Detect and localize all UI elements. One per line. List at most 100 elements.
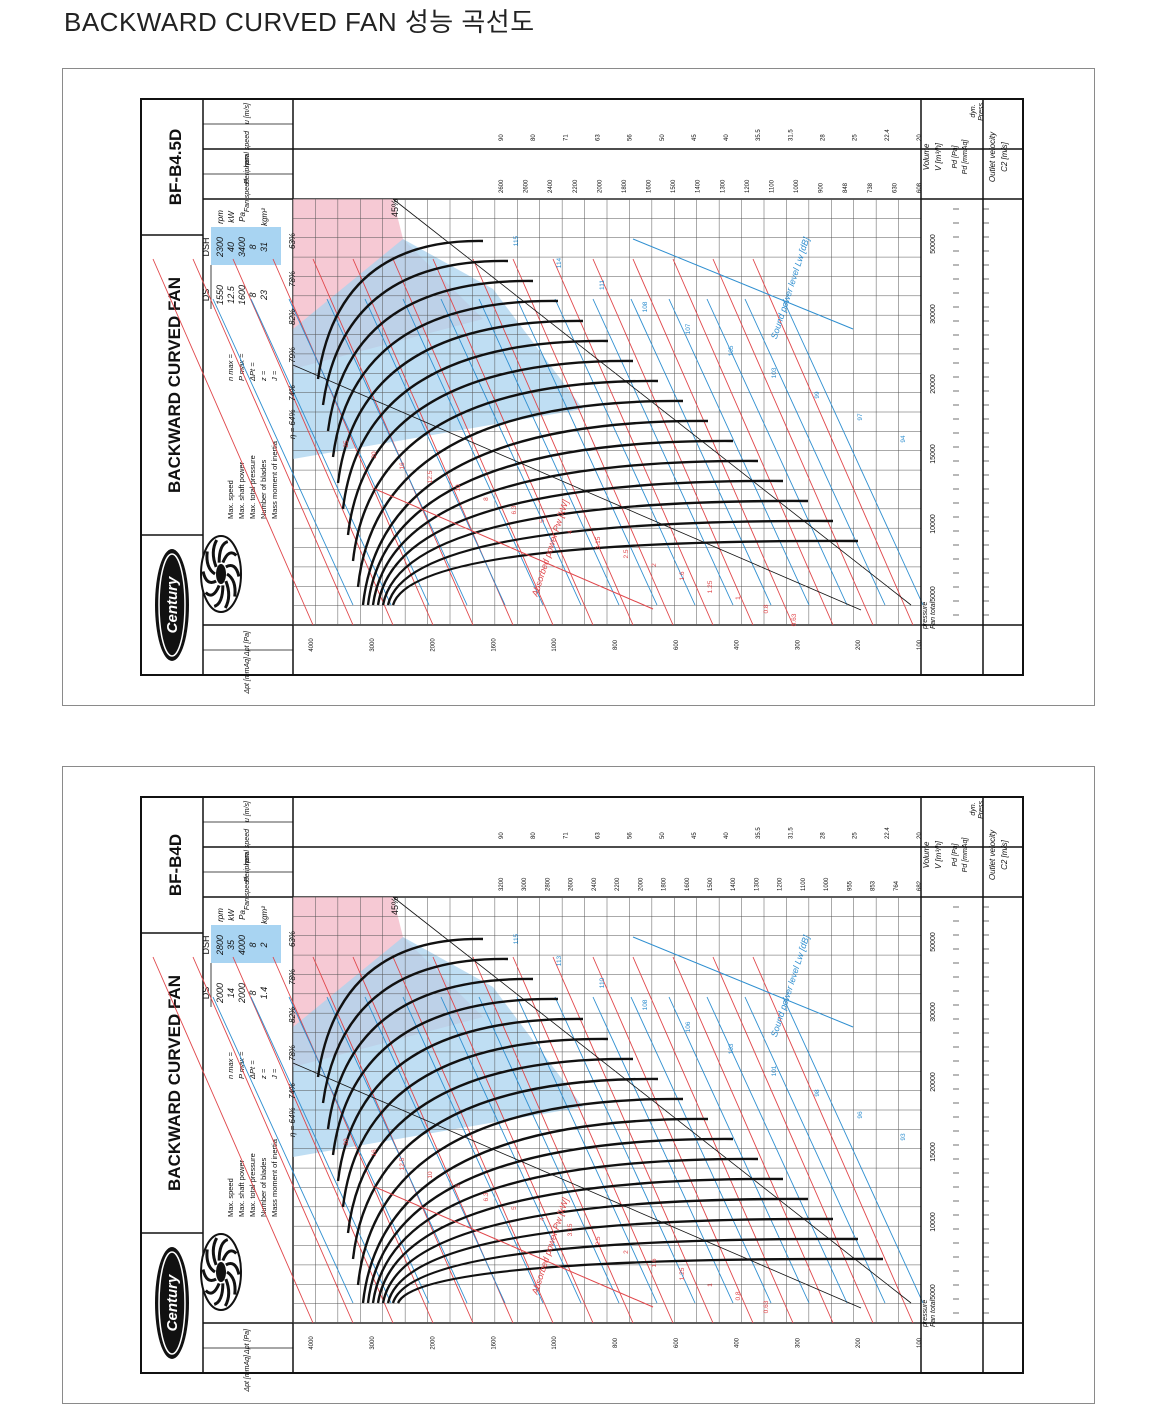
power-line-blue — [592, 996, 734, 1304]
pressure-tick-label: 300 — [795, 1337, 801, 1348]
outlet-caption: Outlet velocity — [988, 829, 997, 880]
power-line-blue — [212, 298, 354, 606]
power-tick-label: 10 — [427, 1171, 434, 1179]
spec-unit: kgm² — [260, 208, 269, 226]
logo-oval — [155, 1247, 189, 1359]
sound-axis-label: Sound power level Lw [dB] — [769, 235, 812, 340]
rpm-tick-label: 738 — [868, 182, 874, 193]
power-line-blue — [364, 996, 506, 1304]
rpm-curve — [331, 299, 559, 458]
volume-tick-label: 15000 — [930, 1142, 937, 1162]
rpm-curve — [381, 1197, 809, 1304]
system-line-red — [512, 258, 674, 626]
fan-blade — [221, 551, 238, 564]
spec-unit: rpm — [216, 908, 225, 922]
spec-symbol: ΔPt = — [248, 362, 257, 382]
rpm-curve — [361, 419, 709, 606]
spec-symbol: J = — [270, 1068, 279, 1080]
chart-frame-1: BF-B4.5D BACKWARD CURVED FAN Century Max. s… — [62, 68, 1095, 706]
rpm-tick-label: 1200 — [778, 877, 784, 891]
fan-curve-chart-bf-b4-5d: BF-B4.5D BACKWARD CURVED FAN Century Max. s… — [140, 98, 1024, 695]
spec-symbol: ΔPt = — [248, 1060, 257, 1080]
sound-axis-label: Sound power level Lw [dB] — [769, 933, 812, 1038]
fan-blade — [204, 1282, 221, 1295]
power-tick-label: 20 — [371, 451, 378, 459]
speed-tick-label: 56 — [628, 832, 634, 839]
model-name: BF-B4.5D — [166, 129, 185, 206]
sound-tick-label: 98 — [814, 1089, 821, 1097]
spec-unit: Pa — [238, 212, 247, 222]
peripheral-speed-unit: u [m/s] — [244, 800, 251, 822]
spec-ds-value: 23 — [259, 290, 269, 301]
rpm-tick-label: 1800 — [622, 179, 628, 193]
power-tick-label: 1.6 — [679, 571, 686, 580]
logo-oval-ring — [158, 1251, 186, 1355]
spec-dsh-value: 40 — [226, 242, 236, 252]
dyn-mmaq-caption: Pd [mmAq] — [962, 139, 969, 175]
system-line-red — [472, 258, 634, 626]
power-line-blue — [250, 996, 392, 1304]
system-line-red — [152, 956, 314, 1324]
spec-header-dsh: DSH — [201, 935, 211, 954]
sound-tick-label: 110 — [599, 977, 606, 988]
system-line-red — [272, 258, 434, 626]
rpm-curve — [326, 977, 534, 1130]
speed-tick-label: 28 — [821, 832, 827, 839]
spec-ds-value: 1.4 — [259, 987, 269, 1000]
volume-tick-label: 20000 — [930, 374, 937, 394]
rpm-tick-label: 2600 — [524, 179, 530, 193]
rpm-tick-label: 1000 — [794, 179, 800, 193]
spec-dsh-highlight — [211, 227, 281, 265]
power-line-blue — [364, 298, 506, 606]
spec-dsh-value: 35 — [226, 939, 236, 950]
system-line-red — [472, 956, 634, 1324]
power-tick-label: 25 — [343, 440, 350, 448]
spec-dsh-value: 31 — [259, 242, 269, 252]
pressure-tick-label: 1000 — [552, 1336, 558, 1350]
rpm-tick-label: 1100 — [801, 877, 807, 891]
system-line-red — [392, 956, 554, 1324]
pressure-tick-label: 4000 — [309, 638, 315, 652]
system-line-red — [232, 956, 394, 1324]
spec-ds-value: 2000 — [237, 983, 247, 1004]
pressure-tick-label: 100 — [917, 1337, 923, 1348]
power-line-blue — [516, 298, 658, 606]
power-tick-label: 2.5 — [623, 549, 630, 558]
fan-blade — [211, 539, 219, 568]
pressure-tick-label: 3000 — [370, 638, 376, 652]
spec-dsh-highlight — [211, 925, 281, 963]
fan-curve-chart-bf-b4d: BF-B4D BACKWARD CURVED FAN Century Max. spe… — [140, 796, 1024, 1393]
pressure-caption-2: pressure — [922, 602, 929, 630]
rpm-tick-label: 608 — [917, 182, 923, 193]
pressure-tick-label: 600 — [674, 1337, 680, 1348]
efficiency-label: η = 64% — [288, 409, 297, 439]
power-tick-label: 2.5 — [595, 1236, 602, 1245]
spec-symbol: n max = — [226, 1051, 235, 1079]
sound-tick-label: 107 — [685, 323, 692, 334]
speed-tick-label: 25 — [853, 832, 859, 839]
spec-label: Mass moment of inertia — [270, 1138, 279, 1217]
speed-tick-label: 22.4 — [885, 129, 891, 141]
peripheral-speed-label: Peripheral speed — [244, 130, 251, 184]
fan-blade — [226, 1270, 237, 1295]
speed-tick-label: 31.5 — [788, 129, 794, 141]
dyn-mmaq-caption: Pd [mmAq] — [962, 837, 969, 873]
rpm-curve — [376, 1177, 784, 1304]
rpm-curve — [386, 519, 834, 606]
series-title: BACKWARD CURVED FAN — [165, 975, 184, 1191]
fan-blade — [205, 551, 216, 576]
pressure-tick-label: 1000 — [552, 638, 558, 652]
power-tick-label: 2 — [623, 1250, 630, 1254]
pressure-tick-label: 200 — [856, 1337, 862, 1348]
volume-tick-label: 30000 — [930, 304, 937, 324]
volume-tick-label: 10000 — [930, 1212, 937, 1232]
fan-speed-label: Fan speed — [244, 178, 251, 212]
rpm-tick-label: 2000 — [638, 877, 644, 891]
rpm-tick-label: 853 — [871, 880, 877, 891]
spec-symbol: P max = — [237, 353, 246, 381]
efficiency-45-label: 45% — [390, 199, 400, 217]
rpm-tick-label: 1600 — [685, 877, 691, 891]
model-name: BF-B4D — [166, 834, 185, 896]
spec-dsh-value: 8 — [248, 942, 258, 947]
volume-tick-label: 20000 — [930, 1072, 937, 1092]
